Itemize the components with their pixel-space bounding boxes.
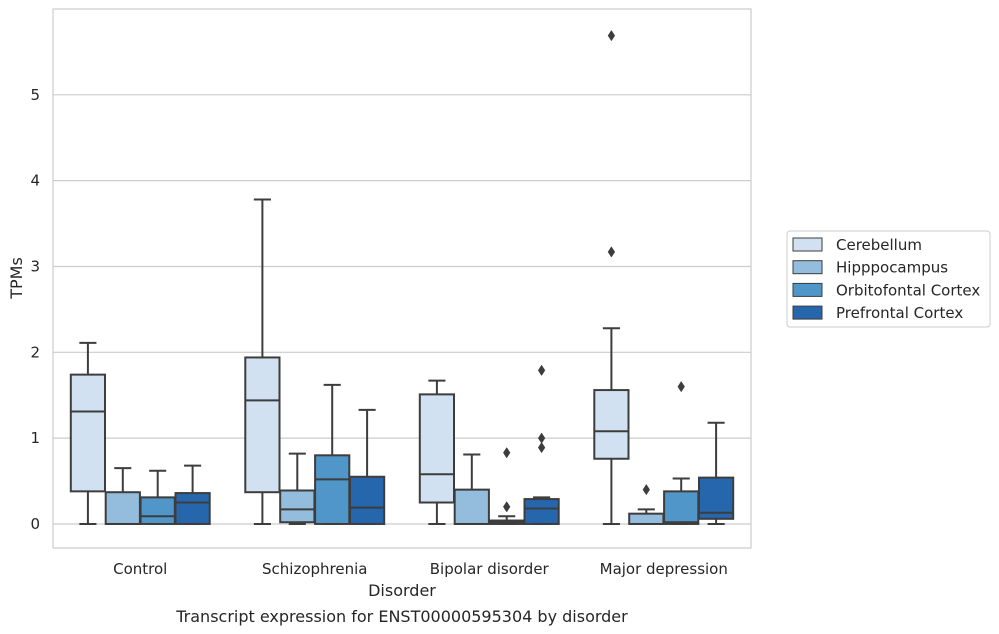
y-tick-label: 4 [30,172,40,190]
box [453,453,490,525]
outlier-point [677,381,685,393]
box [314,383,351,525]
outlier-point [503,447,511,459]
y-tick-label: 0 [30,515,40,533]
x-tick-label: Control [113,560,167,578]
box [418,379,456,525]
box-body [104,491,141,525]
x-axis-title: Disorder [368,581,436,600]
outlier-point [537,364,546,376]
outlier-point [537,432,546,444]
box [139,469,176,525]
y-tick-label: 3 [30,257,40,275]
outlier-point [642,484,650,496]
legend-frame [786,230,991,328]
box-body [418,393,456,504]
x-tick-label: Schizophrenia [262,560,367,578]
x-tick-label: Major depression [600,560,728,578]
box [663,381,700,525]
legend-label: Orbitofontal Cortex [836,281,980,299]
y-tick-label: 1 [30,429,40,447]
box [593,29,630,525]
boxes [69,29,735,525]
y-tick-labels: 0 1 2 3 4 5 [30,86,40,533]
box [628,484,665,525]
box [104,467,141,525]
x-tick-label: Bipolar disorder [430,560,550,578]
legend-label: Hipppocampus [836,259,948,277]
box-body [174,492,211,525]
box-body [314,454,351,525]
outlier-point [537,441,546,454]
box [523,364,560,525]
chart-caption: Transcript expression for ENST0000059530… [175,607,628,626]
y-axis-title: TPMs [7,257,26,300]
legend: Cerebellum Hipppocampus Orbitofontal Corte… [786,230,991,328]
legend-swatch [792,282,823,297]
legend-label: Cerebellum [836,236,922,254]
box-body [244,356,281,494]
box [244,198,281,525]
outlier-point [607,29,616,42]
y-tick-label: 2 [30,343,40,361]
box-body [139,496,176,525]
box-body [348,475,386,525]
box-body [523,498,560,525]
outlier-point [607,246,616,258]
box [69,341,107,525]
box [174,464,211,525]
legend-swatch [792,237,823,252]
box-body [279,489,316,524]
plot-frame [52,8,752,549]
box-body [593,389,630,460]
x-tick-labels: Control Schizophrenia Bipolar disorder Majo… [113,560,728,578]
box [488,447,525,525]
box [348,408,386,525]
box-body [453,488,490,525]
box-body [663,490,700,525]
grid-lines [53,94,751,525]
box [697,421,735,525]
legend-swatch [792,260,823,275]
box-body [628,512,665,525]
outlier-point [503,501,511,513]
box [279,452,316,525]
box-body [69,373,107,493]
y-tick-label: 5 [30,86,40,104]
legend-swatch [792,305,823,320]
legend-items: Cerebellum Hipppocampus Orbitofontal Corte… [792,236,980,322]
legend-label: Prefrontal Cortex [836,304,963,322]
